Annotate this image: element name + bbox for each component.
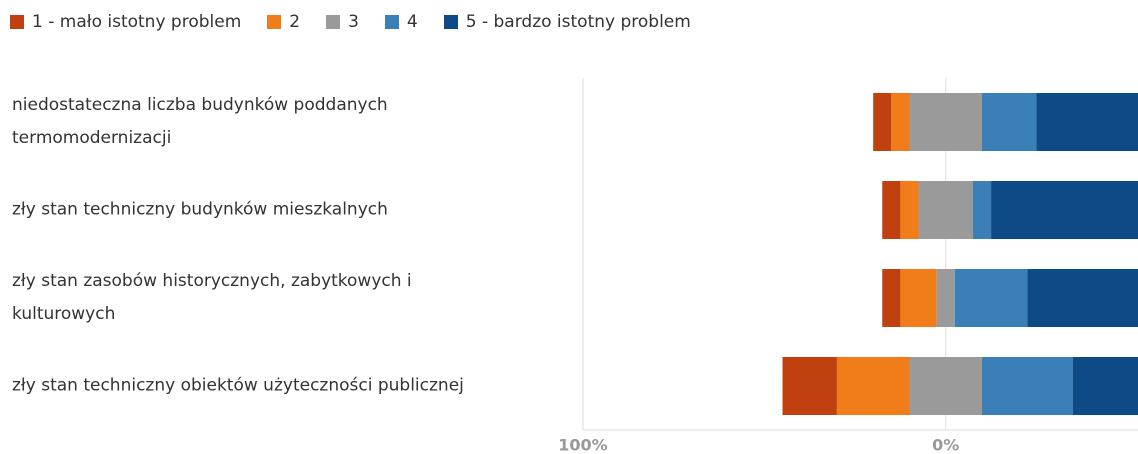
bar-segment	[882, 269, 901, 327]
legend-item: 3	[326, 12, 359, 32]
bar-segment	[1027, 269, 1138, 327]
bar-segment	[982, 93, 1037, 151]
legend-label: 5 - bardzo istotny problem	[465, 12, 691, 32]
bar-segment	[900, 269, 937, 327]
bar-segment	[782, 357, 837, 415]
category-label: zły stan techniczny obiektów użytecznośc…	[12, 375, 464, 396]
legend-swatch	[10, 15, 24, 29]
legend-swatch	[267, 15, 282, 29]
legend-swatch	[443, 15, 458, 29]
legend-item: 1 - mało istotny problem	[10, 12, 241, 32]
bar-segment	[1036, 93, 1138, 151]
bar-segment	[991, 181, 1138, 239]
legend: 1 - mało istotny problem 2 3 4 5 - bardzo is…	[10, 12, 691, 32]
bar-segment	[918, 181, 973, 239]
x-tick-label: 100%	[558, 436, 607, 454]
bar-segment	[909, 93, 983, 151]
bar-segment	[972, 181, 992, 239]
bar-segment	[954, 269, 1028, 327]
category-label: niedostateczna liczba budynków poddanych…	[12, 95, 388, 148]
legend-swatch	[326, 15, 341, 29]
legend-item: 2	[267, 12, 300, 32]
bar-segment	[1072, 357, 1138, 415]
category-label: zły stan zasobów historycznych, zabytkow…	[12, 271, 412, 324]
legend-label: 4	[406, 12, 418, 32]
legend-swatch	[384, 15, 399, 29]
x-tick-label: 0%	[932, 436, 959, 454]
legend-item: 4	[384, 12, 418, 32]
bar-segment	[882, 181, 901, 239]
bar-segment	[936, 269, 955, 327]
bar-segment	[891, 93, 910, 151]
bar-segment	[873, 93, 892, 151]
bar-segment	[909, 357, 983, 415]
bar-segment	[900, 181, 919, 239]
legend-label: 1 - mało istotny problem	[32, 12, 242, 32]
bar-segment	[982, 357, 1073, 415]
category-label: zły stan techniczny budynków mieszkalnyc…	[12, 199, 388, 220]
legend-label: 2	[289, 12, 301, 32]
bar-segment	[836, 357, 910, 415]
legend-item: 5 - bardzo istotny problem	[443, 12, 691, 32]
legend-label: 3	[348, 12, 359, 32]
